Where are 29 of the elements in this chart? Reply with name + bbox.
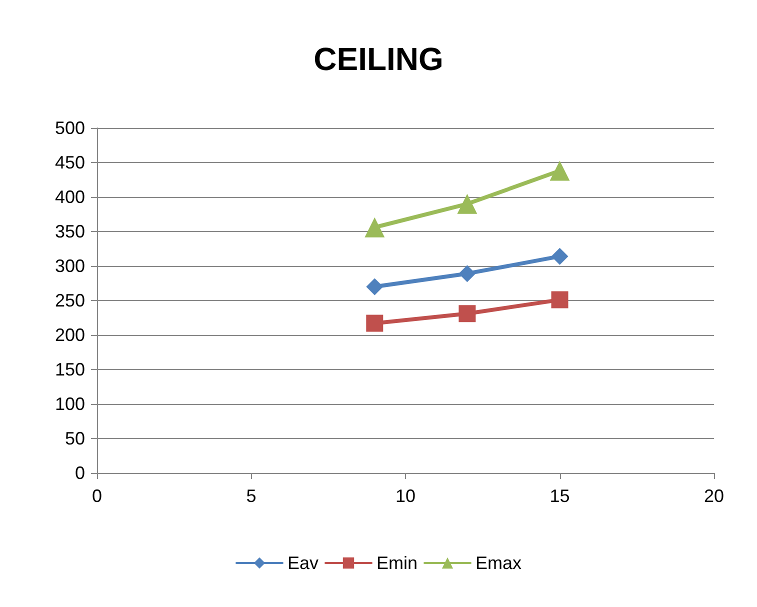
x-tick-label: 0 <box>92 486 102 506</box>
y-tick-label: 500 <box>54 118 85 138</box>
point <box>551 291 568 308</box>
y-tick-label: 50 <box>64 428 85 448</box>
point <box>366 314 384 332</box>
y-tick-label: 400 <box>54 187 85 207</box>
x-tick-label: 15 <box>550 486 570 506</box>
y-tick-label: 350 <box>54 222 85 242</box>
point <box>551 248 568 265</box>
y-tick-label: 200 <box>54 325 85 345</box>
legend-label: Emax <box>476 553 522 573</box>
y-tick-label: 0 <box>74 463 85 483</box>
x-tick-label: 5 <box>246 486 256 506</box>
y-tick-label: 100 <box>54 394 85 414</box>
y-tick-label: 250 <box>54 290 85 310</box>
point <box>366 278 384 296</box>
point <box>457 194 478 214</box>
y-tick-label: 300 <box>54 256 85 276</box>
legend-label: Emin <box>376 553 418 573</box>
y-tick-label: 150 <box>54 360 85 380</box>
legend-label: Eav <box>287 553 319 573</box>
x-tick-label: 10 <box>395 486 416 506</box>
x-tick-label: 20 <box>704 486 724 506</box>
y-tick-label: 450 <box>54 152 85 172</box>
chart-title: CEILING <box>314 41 444 77</box>
point <box>458 265 476 282</box>
point <box>550 160 570 181</box>
point <box>364 217 385 238</box>
point <box>458 305 476 322</box>
